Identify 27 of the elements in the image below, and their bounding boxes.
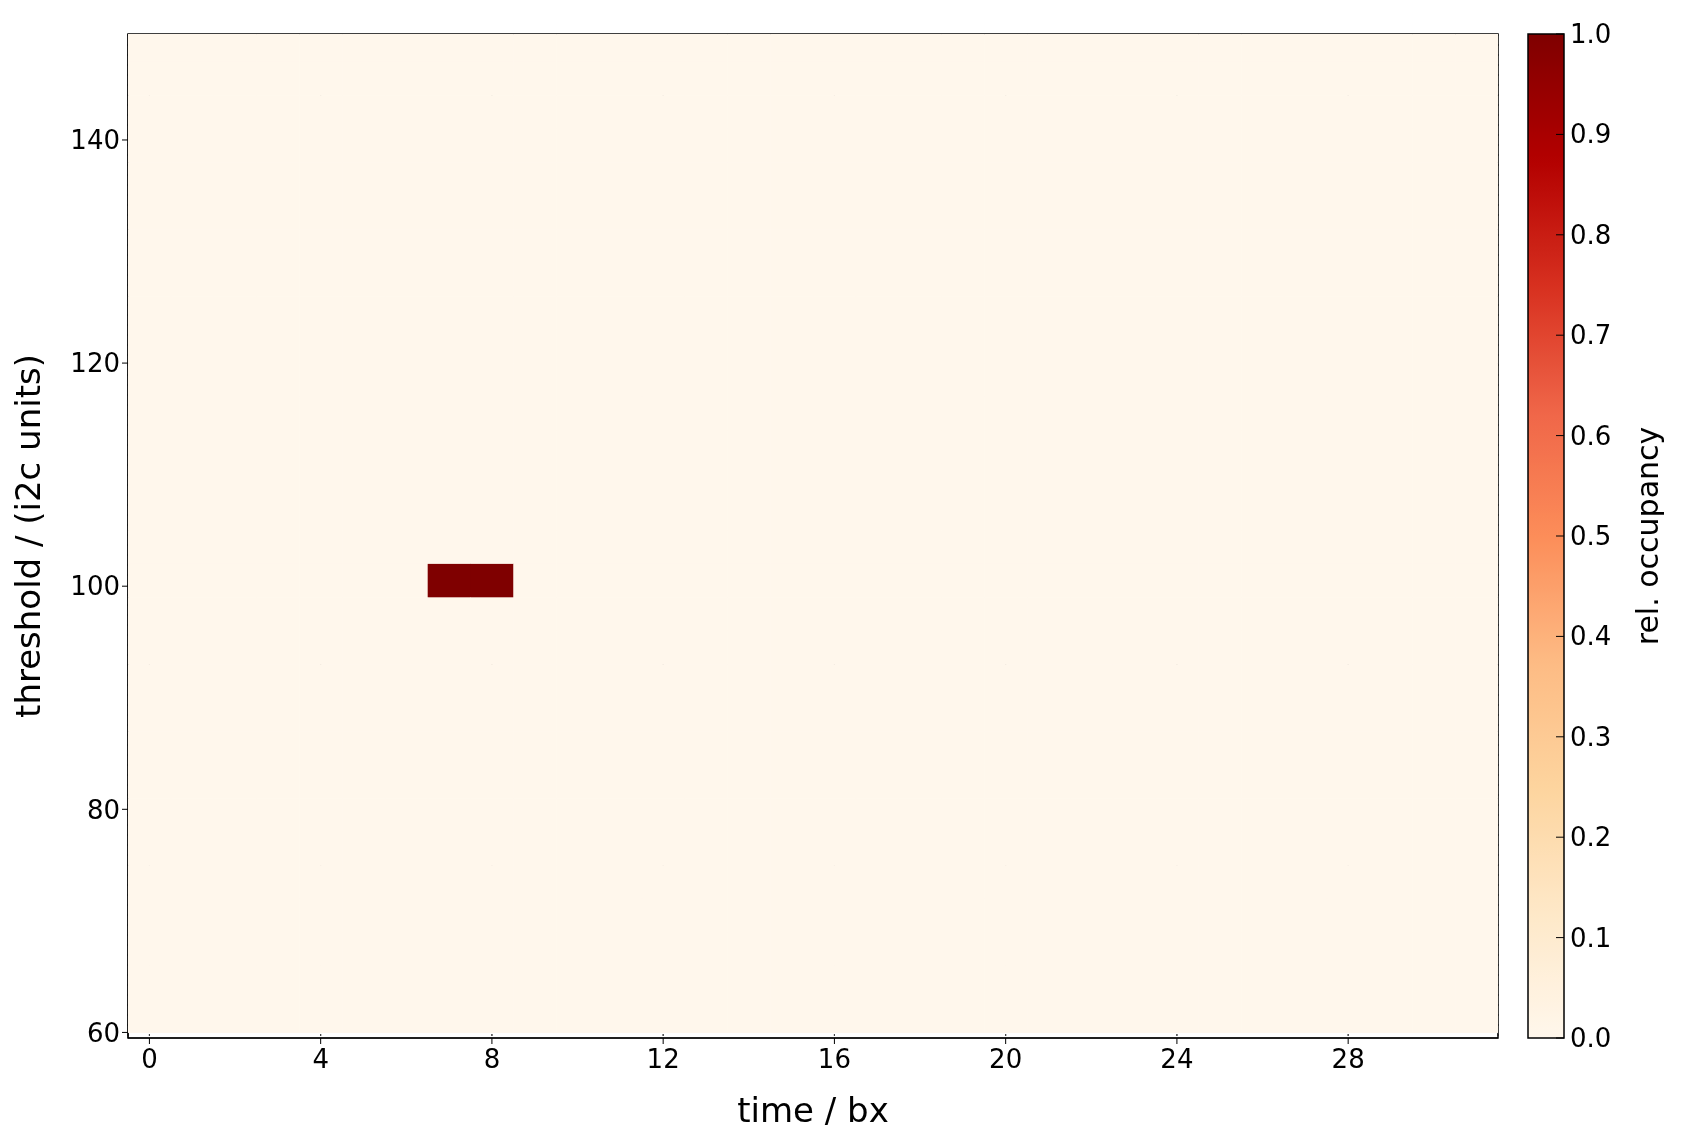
color-bar-label: 0.8: [1570, 219, 1612, 250]
color-bar-label: 0.6: [1570, 420, 1612, 451]
x-tick-label: 16: [817, 1044, 851, 1075]
x-tick-label: 12: [646, 1044, 680, 1075]
x-tick-label: 28: [1331, 1044, 1365, 1075]
x-tick-label: 4: [312, 1044, 329, 1075]
y-tick-label: 100: [70, 571, 120, 602]
y-tick-label: 60: [86, 1017, 120, 1048]
color-bar-label: 0.0: [1570, 1023, 1612, 1053]
color-bar-label: 0.9: [1570, 119, 1612, 150]
color-bar-label: 0.1: [1570, 922, 1612, 953]
color-bar-label: 0.3: [1570, 721, 1612, 752]
color-bar-label: 0.5: [1570, 521, 1612, 551]
y-axis-title: threshold / (i2c units): [8, 354, 49, 718]
x-axis-title: time / bx: [737, 1090, 889, 1130]
x-tick-label: 8: [483, 1044, 501, 1075]
color-bar-label: 1.0: [1570, 19, 1612, 49]
color-bar-label: 0.4: [1570, 621, 1612, 652]
y-tick-label: 140: [70, 125, 120, 156]
x-tick-label: 24: [1160, 1044, 1194, 1075]
y-tick-label: 80: [86, 794, 120, 825]
y-tick-label: 120: [70, 348, 120, 379]
color-bar-title: rel. occupancy: [1630, 426, 1665, 646]
x-tick-label: 20: [989, 1044, 1023, 1075]
x-tick-label: 0: [141, 1044, 158, 1075]
color-bar-label: 0.2: [1570, 822, 1612, 853]
color-bar-label: 0.7: [1570, 320, 1612, 351]
